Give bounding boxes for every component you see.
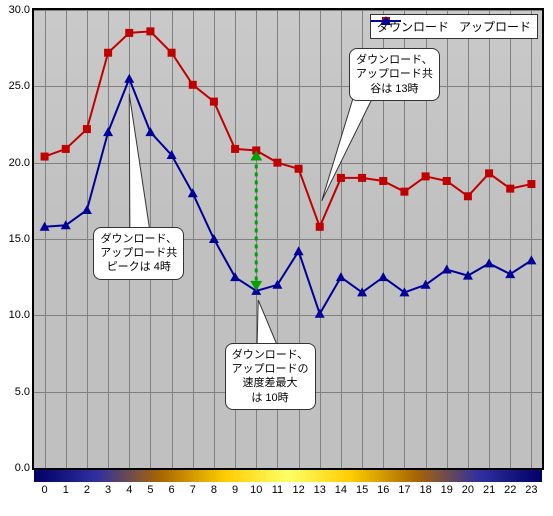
- callout-valley: ダウンロード、 アップロード共 谷は 13時: [349, 48, 440, 101]
- legend-upload: アップロード: [459, 18, 531, 35]
- legend: ダウンロード アップロード: [370, 14, 538, 39]
- chart-container: ダウンロード アップロード ダウンロード、 アップロード共 谷は 13時 ダウン…: [0, 0, 553, 516]
- callout-peak-l1: ダウンロード、: [100, 232, 177, 246]
- callout-diff-l4: は 10時: [232, 391, 309, 405]
- callout-diff-l2: アップロードの: [232, 362, 309, 376]
- callout-diff-l1: ダウンロード、: [232, 348, 309, 362]
- callout-valley-l1: ダウンロード、: [356, 53, 433, 67]
- plot-area: ダウンロード アップロード ダウンロード、 アップロード共 谷は 13時 ダウン…: [32, 8, 544, 470]
- callout-valley-l2: アップロード共: [356, 67, 433, 81]
- callout-diff-l3: 速度差最大: [232, 376, 309, 390]
- callout-diff: ダウンロード、 アップロードの 速度差最大 は 10時: [225, 343, 316, 410]
- callout-peak-l2: アップロード共: [100, 246, 177, 260]
- gradient-bar: [34, 470, 542, 482]
- callout-peak-l3: ピークは 4時: [100, 260, 177, 274]
- callout-valley-l3: 谷は 13時: [356, 82, 433, 96]
- callout-peak: ダウンロード、 アップロード共 ピークは 4時: [93, 227, 184, 280]
